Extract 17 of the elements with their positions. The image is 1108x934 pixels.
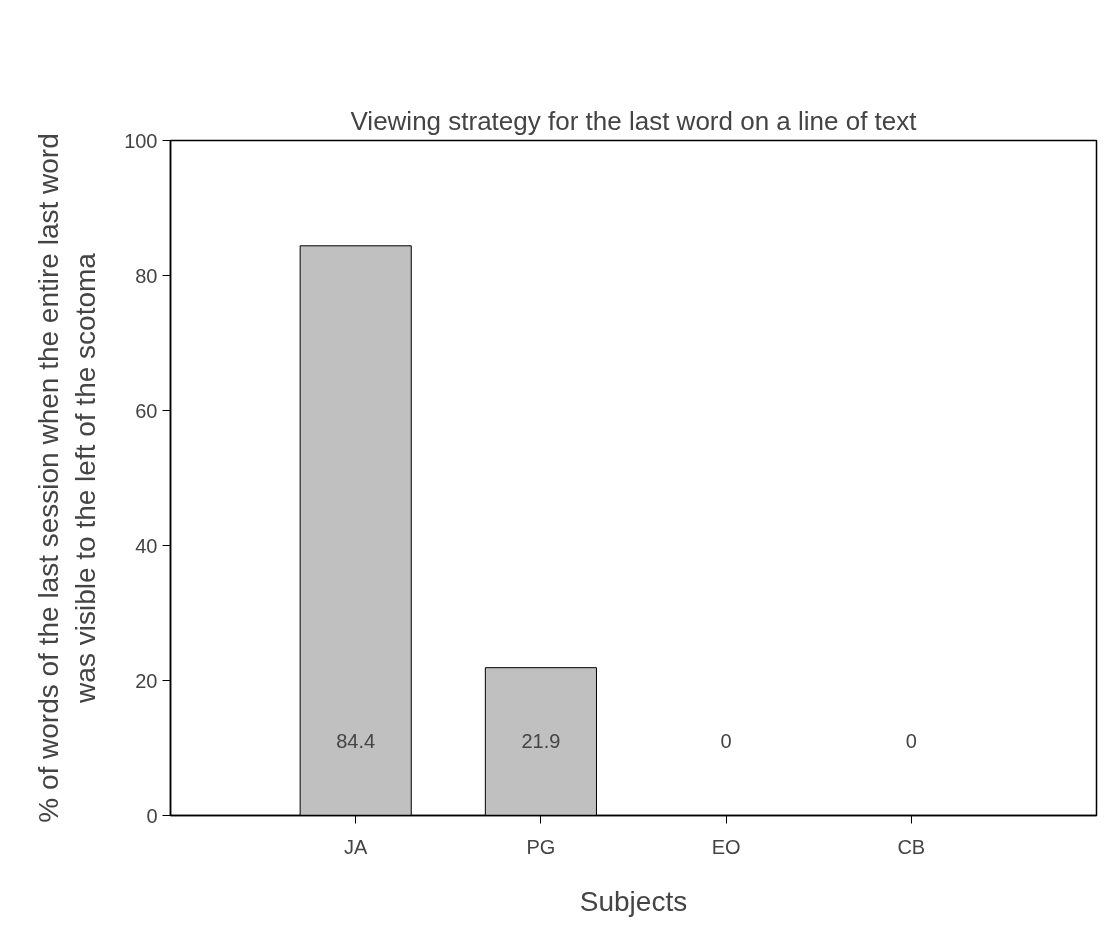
y-axis-title: % of words of the last session when the entire last word was visible to the left of the scotoma (32, 133, 102, 823)
x-tick-label: CB (897, 835, 926, 858)
y-tick-label: 60 (135, 399, 158, 422)
y-tick-label: 100 (124, 129, 158, 152)
x-tick-label: EO (711, 835, 741, 858)
y-tick-label: 80 (135, 264, 158, 287)
data-label: 84.4 (336, 730, 376, 753)
data-label: 0 (720, 730, 732, 753)
x-axis-title: Subjects (579, 885, 688, 917)
y-tick-label: 0 (146, 804, 158, 827)
y-tick-label: 20 (135, 669, 158, 692)
chart-title: Viewing strategy for the last word on a line of text (350, 105, 918, 136)
data-label: 0 (905, 730, 917, 753)
data-label: 21.9 (521, 730, 561, 753)
x-tick-label: PG (526, 835, 556, 858)
y-tick-label: 40 (135, 534, 158, 557)
x-tick-label: JA (344, 835, 369, 858)
